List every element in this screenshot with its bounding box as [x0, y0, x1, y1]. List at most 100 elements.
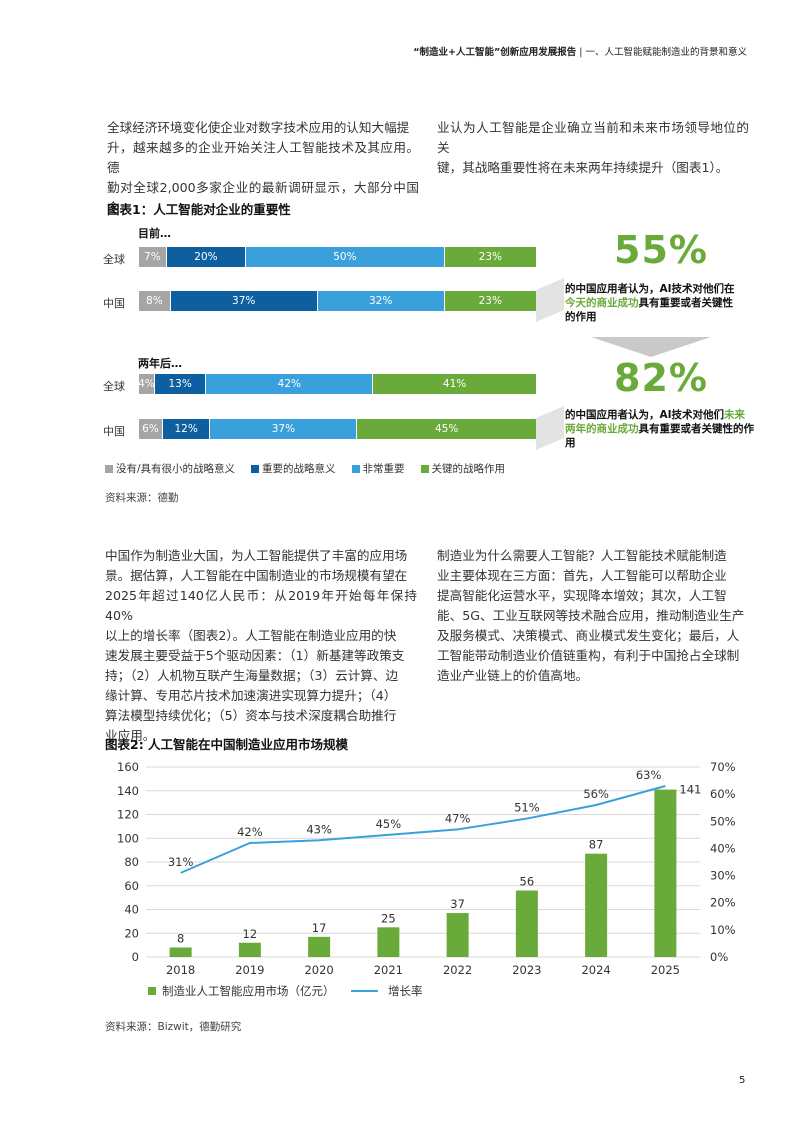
bar-value-label: 8 — [177, 932, 184, 946]
x-tick-label: 2021 — [374, 963, 403, 977]
legend-label: 关键的战略作用 — [431, 463, 506, 475]
y-right-tick-label: 50% — [710, 814, 736, 828]
callout-shapes — [536, 278, 711, 450]
figure1-title: 图表1：人工智能对企业的重要性 — [107, 202, 291, 217]
note-text: 具有重要或者关键 — [638, 423, 723, 435]
y-right-tick-label: 60% — [710, 787, 736, 801]
bar — [238, 942, 261, 957]
legend-item: 非常重要 — [351, 461, 405, 476]
growth-rate-label: 47% — [445, 811, 471, 825]
bar-value-label: 37 — [450, 897, 465, 911]
stacked-bar-global-future: 4% 13% 42% 41% — [138, 374, 536, 394]
market-size-chart: 0 20 40 60 80 100 120 140 160 0% 10% 20% 30% 40% 50% 60… — [117, 760, 736, 998]
legend-item: 没有/具有很小的战略意义 — [105, 461, 235, 476]
bar — [377, 927, 400, 957]
growth-rate-label: 31% — [168, 855, 194, 869]
big-number-future: 82% — [614, 356, 708, 400]
intro-right-column: 业认为人工智能是企业确立当前和未来市场领导地位的关 键，其战略重要性将在未来两年… — [437, 118, 749, 178]
body-line: 能、5G、工业互联网等技术融合应用，推动制造业生产 — [437, 608, 745, 623]
callout-arrow-future — [536, 406, 564, 450]
legend-label-bar: 制造业人工智能应用市场（亿元） — [162, 984, 335, 998]
legend-label: 非常重要 — [362, 463, 405, 475]
body-line: 算法模型持续优化；（5）资本与技术深度耦合助推行 — [105, 708, 397, 723]
bar — [169, 947, 192, 957]
note-highlight: 今天的商业成功 — [565, 297, 639, 309]
bar-value-label: 12 — [243, 927, 258, 941]
legend-label-line: 增长率 — [388, 984, 423, 998]
header-separator: | — [579, 47, 586, 58]
bar — [654, 789, 677, 957]
stacked-bar-china-future: 6% 12% 37% 45% — [139, 419, 536, 439]
body-line: 景。据估算，人工智能在中国制造业的市场规模有望在 — [105, 568, 408, 583]
bar-segment: 23% — [444, 291, 536, 311]
x-tick-label: 2023 — [512, 963, 541, 977]
intro-line: 键，其战略重要性将在未来两年持续提升（图表1）。 — [437, 160, 729, 175]
section-title: 一、人工智能赋能制造业的背景和意义 — [585, 47, 747, 58]
note-text: 的中国应用者认为，AI技术对他们 — [565, 409, 725, 421]
bar — [308, 936, 331, 957]
bar-segment: 50% — [246, 247, 445, 267]
body-line: 业主要体现在三方面：首先，人工智能可以帮助企业 — [437, 568, 727, 583]
legend-label: 重要的战略意义 — [262, 463, 336, 475]
row-label-global-future: 全球 — [103, 380, 125, 393]
growth-rate-line — [180, 785, 666, 874]
intro-line: 升，越来越多的企业开始关注人工智能技术及其应用。德 — [107, 140, 419, 175]
y-left-tick-label: 40 — [124, 903, 139, 917]
bar-segment: 41% — [373, 374, 536, 394]
body-line: 2025年超过140亿人民币：从2019年开始每年保持40% — [105, 588, 417, 623]
row-label-global-current: 全球 — [103, 253, 125, 266]
figure2-source: 资料来源：Bizwit，德勤研究 — [105, 1021, 242, 1033]
note-text: 性的作用 — [565, 423, 754, 449]
growth-rate-label: 43% — [306, 822, 332, 836]
legend-swatch — [351, 464, 360, 473]
y-left-tick-label: 80 — [124, 855, 139, 869]
x-tick-label: 2019 — [235, 963, 264, 977]
legend-item: 重要的战略意义 — [251, 461, 336, 476]
y-left-tick-label: 140 — [117, 784, 139, 798]
legend-swatch-bar — [148, 987, 156, 995]
growth-rate-label: 45% — [376, 817, 402, 831]
bar — [446, 913, 469, 957]
group-label-future: 两年后… — [138, 357, 182, 370]
bar-segment: 37% — [170, 291, 318, 311]
body-line: 工智能带动制造业价值链重构，有利于中国抢占全球制 — [437, 648, 740, 663]
figure1-source: 资料来源：德勤 — [105, 492, 179, 504]
legend-swatch — [420, 464, 429, 473]
down-arrow — [591, 337, 711, 357]
y-right-tick-label: 0% — [710, 950, 728, 964]
bar-segment: 45% — [357, 419, 536, 439]
body-line: 持；（2）人机物互联产生海量数据；（3）云计算、边 — [105, 668, 399, 683]
legend-item: 关键的战略作用 — [420, 461, 506, 476]
report-title: “制造业+人工智能”创新应用发展报告 — [413, 47, 577, 58]
callout-note-future: 的中国应用者认为，AI技术对他们未来两年的商业成功具有重要或者关键性的作用 — [565, 408, 755, 450]
growth-rate-label: 51% — [514, 801, 540, 815]
body-line: 速发展主要受益于5个驱动因素：（1）新基建等政策支 — [105, 648, 405, 663]
body-right-column: 制造业为什么需要人工智能？人工智能技术赋能制造 业主要体现在三方面：首先，人工智… — [437, 546, 749, 686]
bar-segment: 42% — [206, 374, 374, 394]
page-number: 5 — [739, 1075, 746, 1086]
intro-line: 全球经济环境变化使企业对数字技术应用的认知大幅提 — [107, 120, 410, 135]
bar-segment: 6% — [139, 419, 163, 439]
y-right-tick-label: 70% — [710, 760, 736, 774]
y-left-tick-label: 100 — [117, 831, 139, 845]
bar — [585, 853, 608, 957]
row-label-china-current: 中国 — [103, 297, 125, 310]
legend-label: 没有/具有很小的战略意义 — [116, 463, 236, 475]
y-left-tick-label: 0 — [132, 950, 139, 964]
bar-value-label: 17 — [312, 921, 327, 935]
bar-segment: 7% — [139, 247, 167, 267]
body-line: 造业产业链上的价值高地。 — [437, 668, 589, 683]
y-left-tick-label: 60 — [124, 879, 139, 893]
bar-segment: 23% — [444, 247, 536, 267]
row-label-china-future: 中国 — [103, 425, 125, 438]
y-right-tick-label: 10% — [710, 923, 736, 937]
callout-note-current: 的中国应用者认为，AI技术对他们在 今天的商业成功具有重要或者关键性 的作用 — [565, 282, 755, 324]
bar-segment: 12% — [162, 419, 211, 439]
body-line: 业应用。 — [105, 728, 156, 743]
y-left-tick-label: 120 — [117, 808, 139, 822]
x-tick-label: 2022 — [443, 963, 472, 977]
stacked-bar-china-current: 8% 37% 32% 23% — [139, 291, 536, 311]
note-text: 的中国应用者认为，AI技术对他们在 — [565, 283, 735, 295]
y-right-tick-label: 30% — [710, 869, 736, 883]
intro-line: 勤对全球2,000多家企业的最新调研显示，大部分中国企 — [107, 180, 419, 215]
